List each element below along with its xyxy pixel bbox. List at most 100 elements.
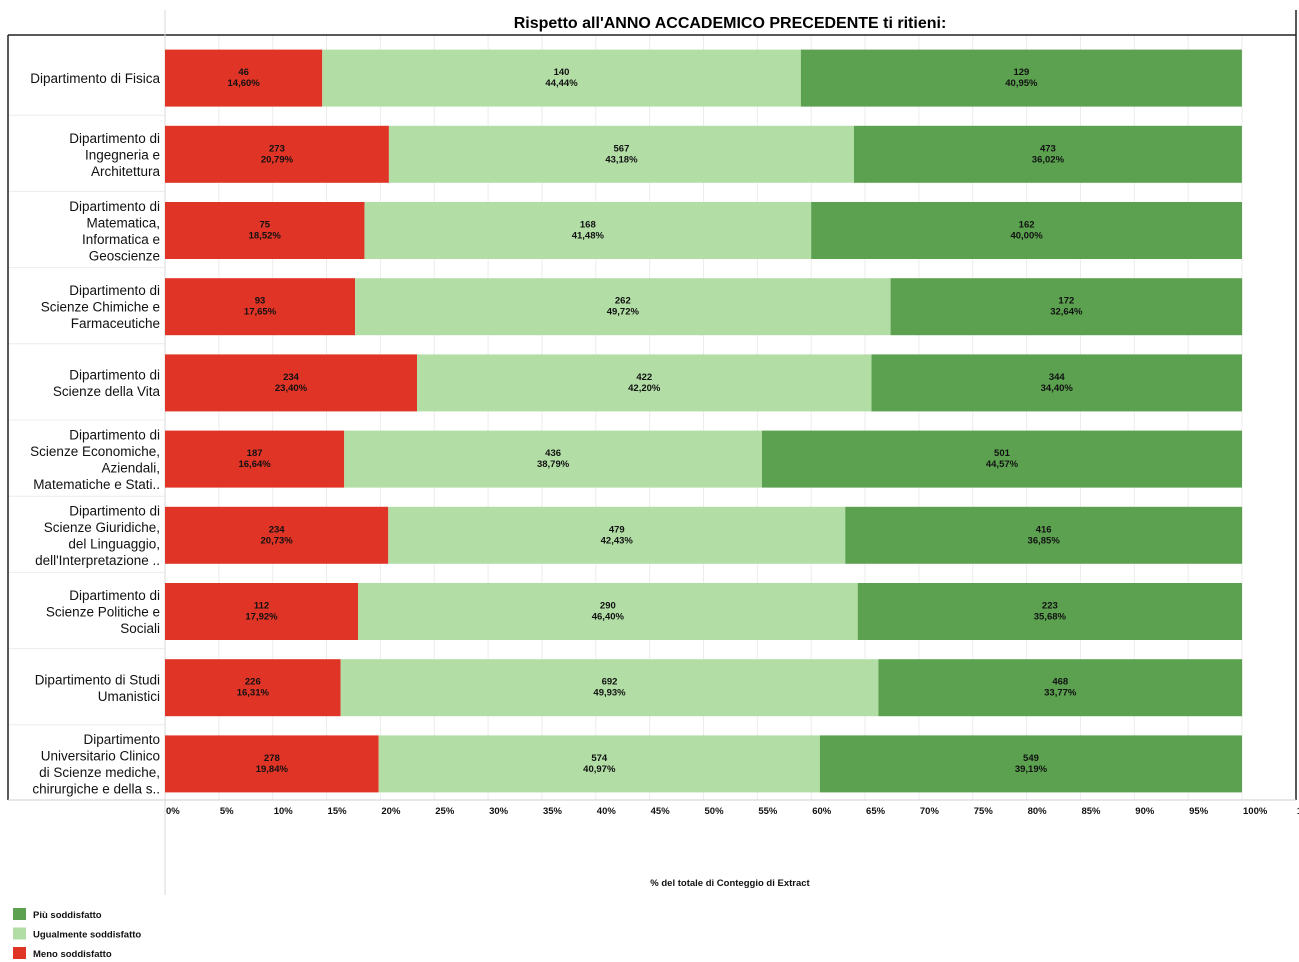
x-tick-label: 95%: [1189, 806, 1209, 817]
data-label-percent: 40,97%: [583, 764, 616, 775]
data-label-count: 187: [247, 448, 263, 459]
data-label-percent: 44,44%: [545, 78, 578, 89]
data-label-percent: 20,73%: [261, 535, 294, 546]
data-label-count: 75: [259, 220, 270, 231]
chart-title: Rispetto all'ANNO ACCADEMICO PRECEDENTE …: [514, 15, 947, 32]
bar-segment: [388, 506, 846, 564]
data-label-percent: 40,00%: [1010, 231, 1043, 242]
category-label: Dipartimento di: [69, 368, 160, 383]
category-label: dell'Interpretazione ..: [35, 553, 160, 568]
bar-segment: [340, 659, 879, 717]
bar-segment: [845, 506, 1243, 564]
bar-segment: [857, 583, 1242, 640]
data-label-count: 473: [1040, 143, 1056, 154]
data-label-percent: 16,64%: [238, 459, 271, 470]
data-label-percent: 36,02%: [1032, 154, 1065, 165]
data-label-percent: 20,79%: [261, 154, 294, 165]
legend-swatch: [13, 908, 26, 920]
x-tick-label: 50%: [705, 806, 725, 817]
x-tick-label: 10%: [274, 806, 294, 817]
data-label-percent: 42,20%: [628, 383, 661, 394]
x-tick-label: 105%: [1297, 806, 1299, 817]
category-label: Ingegneria e: [85, 147, 160, 162]
x-tick-label: 5%: [220, 806, 234, 817]
data-label-percent: 43,18%: [605, 154, 638, 165]
data-label-count: 416: [1036, 524, 1052, 535]
data-label-count: 129: [1013, 67, 1029, 78]
category-label: di Scienze mediche,: [39, 765, 160, 780]
category-label: chirurgiche e della s..: [32, 782, 160, 797]
data-label-count: 479: [609, 524, 625, 535]
category-label: del Linguaggio,: [68, 537, 160, 552]
data-label-count: 234: [269, 524, 286, 535]
data-label-count: 234: [283, 372, 300, 383]
bar-segment: [165, 506, 389, 564]
category-label: Dipartimento di: [69, 131, 160, 146]
data-label-percent: 23,40%: [275, 383, 308, 394]
x-tick-label: 100%: [1243, 806, 1268, 817]
category-label: Scienze Chimiche e: [41, 300, 160, 315]
x-tick-label: 45%: [651, 806, 671, 817]
data-label-percent: 34,40%: [1041, 383, 1074, 394]
category-label: Dipartimento: [83, 732, 160, 747]
x-tick-label: 90%: [1135, 806, 1155, 817]
bar-segment: [378, 735, 820, 793]
bar-segment: [344, 430, 762, 488]
x-tick-label: 0%: [166, 806, 180, 817]
data-label-percent: 19,84%: [256, 764, 289, 775]
bar-segment: [871, 354, 1242, 412]
data-label-count: 422: [636, 372, 652, 383]
bar-segment: [388, 125, 854, 183]
category-label: Scienze Economiche,: [30, 444, 160, 459]
category-label: Matematica,: [86, 215, 160, 230]
data-label-count: 549: [1023, 753, 1039, 764]
bar-segment: [165, 125, 389, 183]
bar-segment: [890, 278, 1243, 336]
category-label: Sociali: [120, 621, 160, 636]
category-label: Dipartimento di Studi: [35, 672, 160, 687]
data-label-count: 567: [614, 143, 630, 154]
data-label-percent: 16,31%: [237, 688, 270, 699]
category-label: Dipartimento di: [69, 588, 160, 603]
x-tick-label: 40%: [597, 806, 617, 817]
category-label: Dipartimento di: [69, 504, 160, 519]
data-label-count: 140: [554, 67, 570, 78]
category-label: Scienze Politiche e: [46, 605, 160, 620]
bar-segment: [322, 49, 801, 107]
bar-segment: [811, 202, 1242, 259]
category-label: Architettura: [91, 164, 161, 179]
bar-segment: [165, 583, 358, 640]
category-label: Dipartimento di: [69, 283, 160, 298]
data-label-percent: 40,95%: [1005, 78, 1038, 89]
bars: 4614,60%14044,44%12940,95%27320,79%56743…: [165, 49, 1243, 793]
data-label-count: 273: [269, 143, 285, 154]
data-label-percent: 46,40%: [592, 612, 625, 623]
x-tick-label: 55%: [758, 806, 778, 817]
data-label-percent: 17,92%: [245, 612, 278, 623]
bar-segment: [417, 354, 872, 412]
data-label-percent: 39,19%: [1015, 764, 1048, 775]
bar-segment: [819, 735, 1242, 793]
data-label-count: 344: [1049, 372, 1066, 383]
x-axis-ticks: 0% 5% 10% 15% 20% 25% 30% 35% 40% 45% 50% 55% 60% 65%…: [166, 806, 1299, 817]
legend-label: Più soddisfatto: [33, 910, 102, 921]
legend-swatch: [13, 947, 26, 959]
legend-label: Meno soddisfatto: [33, 949, 112, 960]
x-tick-label: 20%: [381, 806, 401, 817]
x-tick-label: 25%: [435, 806, 455, 817]
data-label-count: 468: [1052, 677, 1068, 688]
bar-segment: [853, 125, 1242, 183]
data-label-percent: 14,60%: [228, 78, 261, 89]
data-label-percent: 41,48%: [572, 231, 605, 242]
bar-segment: [761, 430, 1242, 488]
data-label-percent: 17,65%: [244, 307, 277, 318]
data-label-percent: 33,77%: [1044, 688, 1077, 699]
data-label-percent: 36,85%: [1028, 535, 1061, 546]
category-label: Farmaceutiche: [71, 316, 160, 331]
data-label-count: 223: [1042, 601, 1058, 612]
data-label-count: 226: [245, 677, 261, 688]
data-label-percent: 49,93%: [593, 688, 626, 699]
bar-segment: [165, 202, 365, 259]
